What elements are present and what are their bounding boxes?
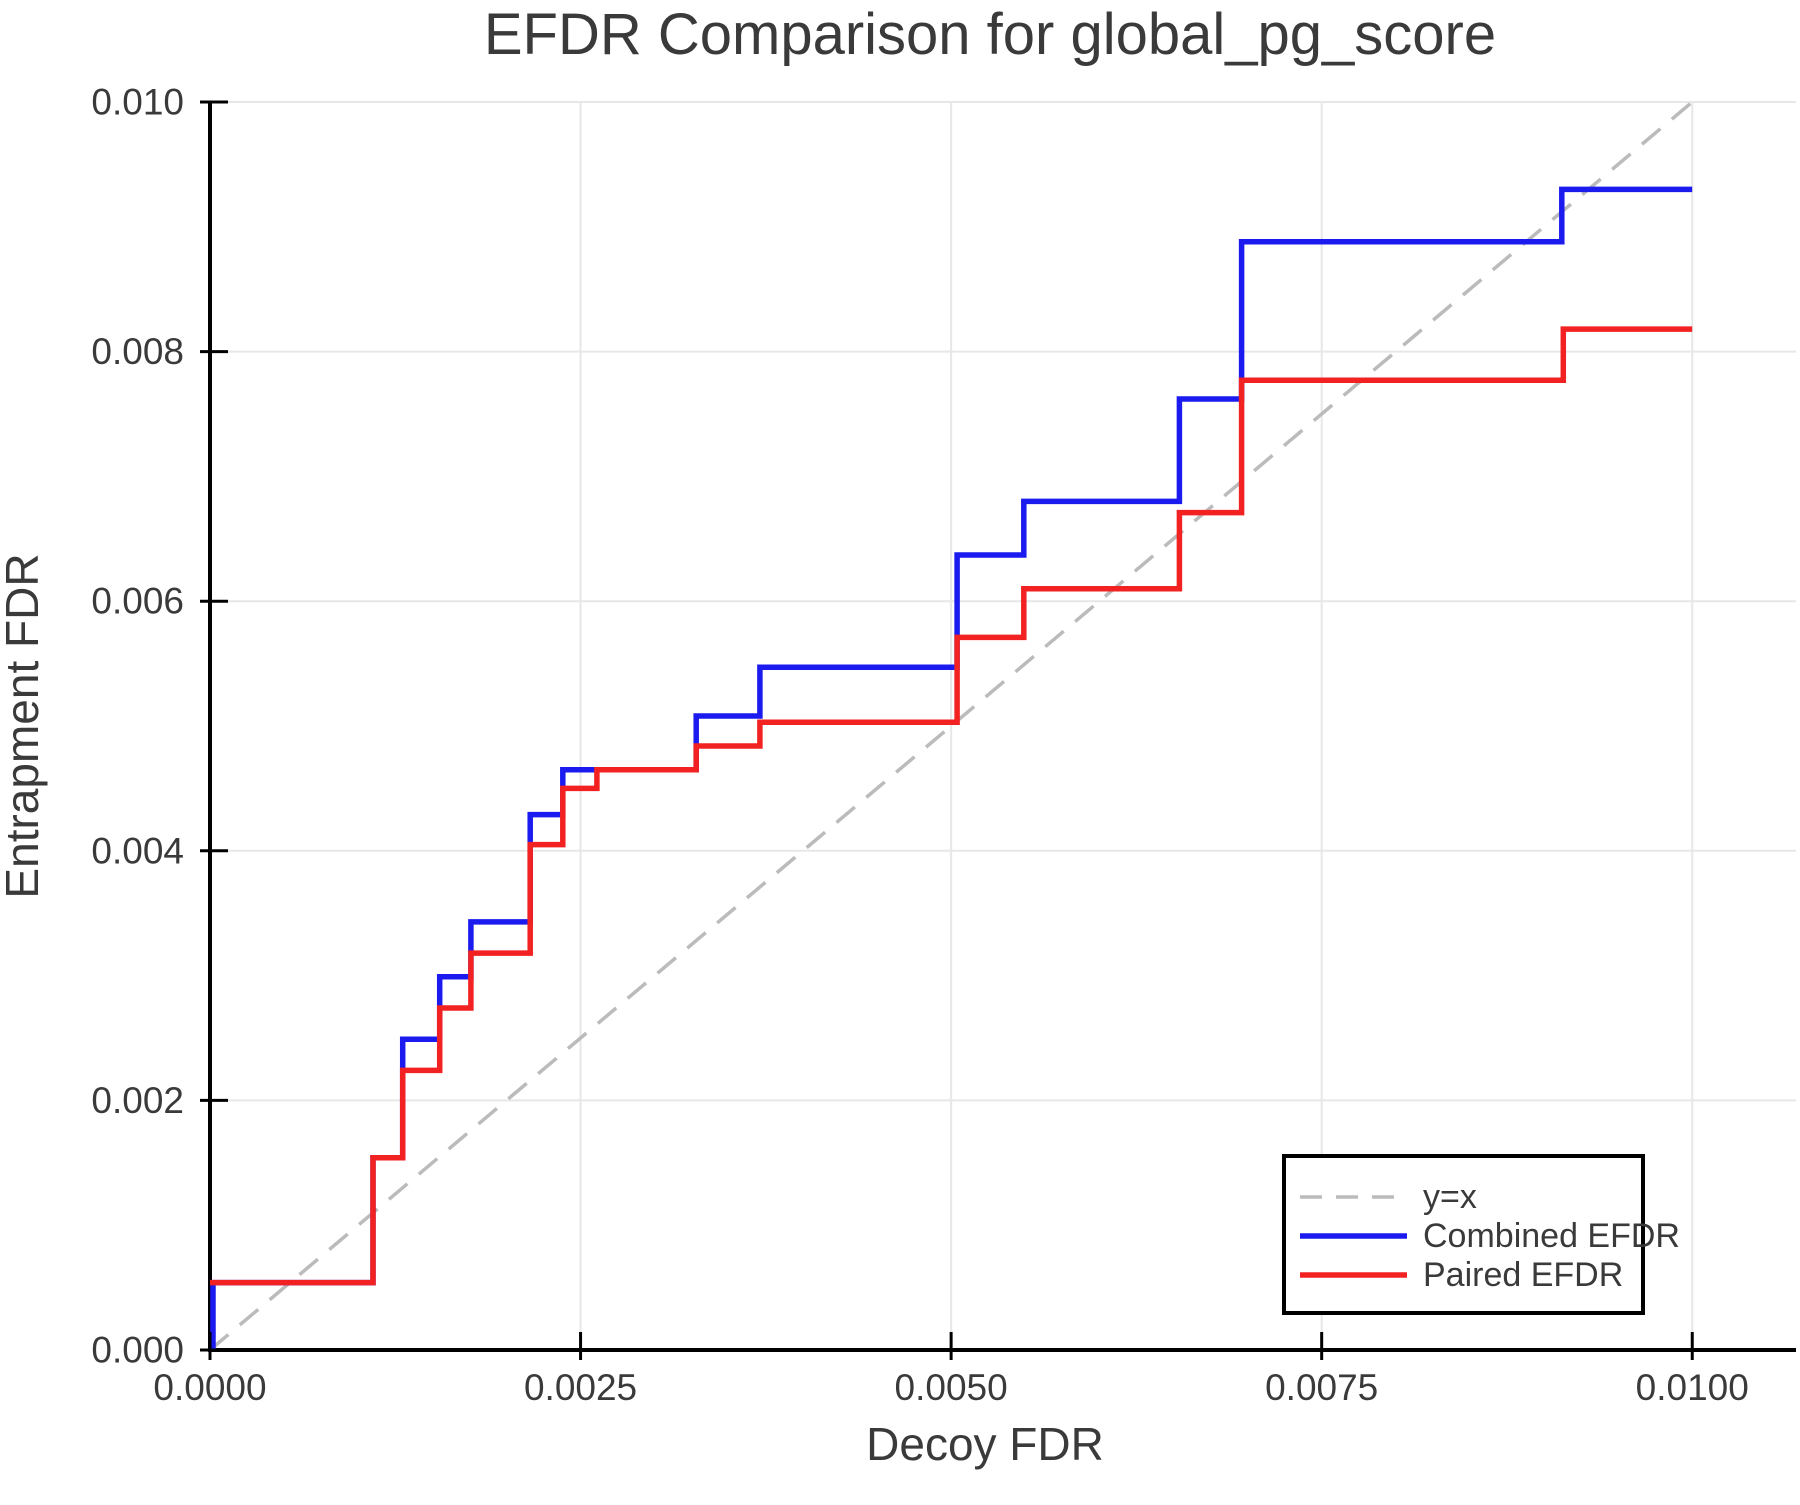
y-tick-label-0.000: 0.000: [91, 1330, 184, 1371]
y-tick-label-0.010: 0.010: [91, 82, 184, 123]
y-tick-label-0.006: 0.006: [91, 581, 184, 622]
chart-title: EFDR Comparison for global_pg_score: [484, 2, 1496, 67]
x-tick-label-0.0000: 0.0000: [153, 1367, 266, 1408]
x-axis-label: Decoy FDR: [866, 1418, 1104, 1470]
series-y-x: [208, 100, 1694, 1352]
legend: y=x Combined EFDR Paired EFDR: [1282, 1154, 1680, 1315]
x-tick-label-0.0075: 0.0075: [1265, 1367, 1378, 1408]
tick-marks: [200, 100, 1694, 1360]
y-tick-label-0.002: 0.002: [91, 1080, 184, 1121]
y-tick-label-0.004: 0.004: [91, 830, 184, 871]
x-tick-label-0.0100: 0.0100: [1636, 1367, 1749, 1408]
tick-labels: 0.0000 0.0025 0.0050 0.0075 0.0100 0.000 0.002…: [91, 82, 1748, 1409]
legend-label-combined: Combined EFDR: [1423, 1217, 1680, 1255]
axes-spines: [208, 102, 1796, 1352]
y-axis-label: Entrapment FDR: [0, 553, 48, 898]
legend-label-paired: Paired EFDR: [1423, 1256, 1623, 1294]
series-paired-efdr: [210, 326, 1693, 1286]
x-tick-label-0.0050: 0.0050: [895, 1367, 1008, 1408]
x-tick-label-0.0025: 0.0025: [524, 1367, 637, 1408]
y-tick-label-0.008: 0.008: [91, 331, 184, 372]
data-series: [208, 100, 1694, 1352]
legend-label-identity: y=x: [1423, 1178, 1477, 1216]
